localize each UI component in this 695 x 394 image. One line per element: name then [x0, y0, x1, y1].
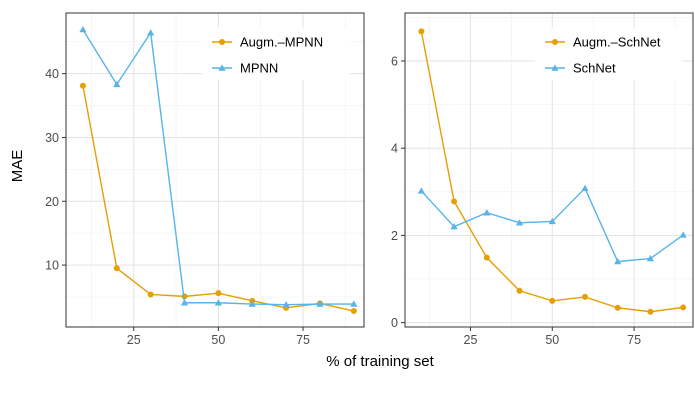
data-point	[350, 300, 358, 307]
y-axis-title: MAE	[9, 150, 26, 183]
data-point	[581, 184, 589, 192]
data-point	[614, 304, 621, 311]
data-point	[350, 308, 357, 315]
data-point	[582, 293, 588, 300]
y-tick-label: 30	[45, 131, 59, 145]
legend-key-marker	[552, 39, 558, 45]
x-tick-label: 50	[211, 333, 225, 347]
data-point	[147, 29, 155, 36]
legend-label: Augm.–SchNet	[573, 35, 661, 50]
data-point	[450, 223, 458, 230]
legend-key-marker	[551, 64, 559, 71]
data-point	[451, 198, 458, 205]
data-point	[180, 299, 189, 306]
legend-key-marker	[219, 39, 225, 45]
series-layer	[417, 28, 687, 315]
data-point	[248, 300, 256, 307]
data-point	[215, 290, 222, 297]
x-tick-label: 25	[464, 333, 478, 347]
legend: Augm.–SchNet SchNet	[535, 28, 683, 80]
data-point	[516, 287, 523, 294]
data-point	[483, 254, 490, 261]
data-point	[647, 308, 654, 315]
x-tick-label: 25	[127, 333, 141, 347]
data-point	[113, 80, 121, 88]
y-tick-label: 4	[391, 142, 398, 156]
legend-label: MPNN	[240, 61, 278, 76]
data-point	[679, 231, 687, 238]
legend-background	[202, 28, 350, 80]
left-panel: 25 50 75 10 20 30 40 Augm.–MPNN MPNN	[45, 12, 365, 347]
data-point	[214, 299, 222, 306]
legend-key-marker	[218, 64, 226, 71]
x-tick-label: 75	[627, 333, 641, 347]
data-point	[79, 82, 86, 89]
right-panel: 25 50 75 0 2 4 6 Augm.–SchNet SchNet	[391, 12, 694, 347]
y-tick-label: 40	[45, 67, 59, 81]
data-point	[79, 25, 87, 33]
data-point	[515, 219, 524, 226]
series-layer	[79, 25, 358, 315]
data-point	[316, 300, 324, 307]
y-tick-label: 6	[391, 54, 398, 68]
y-tick-label: 2	[391, 229, 398, 243]
x-tick-label: 50	[545, 333, 559, 347]
data-point	[113, 265, 120, 272]
data-point	[418, 28, 425, 35]
panel-border	[65, 12, 365, 328]
data-point	[282, 301, 290, 308]
legend: Augm.–MPNN MPNN	[202, 28, 350, 80]
y-tick-label: 10	[45, 259, 59, 273]
data-point	[646, 254, 655, 262]
y-tick-label: 20	[45, 195, 59, 209]
panel-border	[404, 12, 694, 328]
data-point	[549, 297, 556, 304]
x-tick-label: 75	[296, 333, 310, 347]
data-point	[614, 257, 622, 265]
data-point	[680, 304, 687, 311]
legend-label: SchNet	[573, 61, 616, 76]
data-point	[548, 217, 556, 225]
data-point	[417, 187, 425, 194]
data-point	[483, 209, 491, 216]
y-tick-label: 0	[391, 316, 398, 330]
legend-label: Augm.–MPNN	[240, 35, 323, 50]
legend-background	[535, 28, 683, 80]
x-axis-title: % of training set	[326, 353, 434, 370]
data-point	[147, 291, 154, 298]
